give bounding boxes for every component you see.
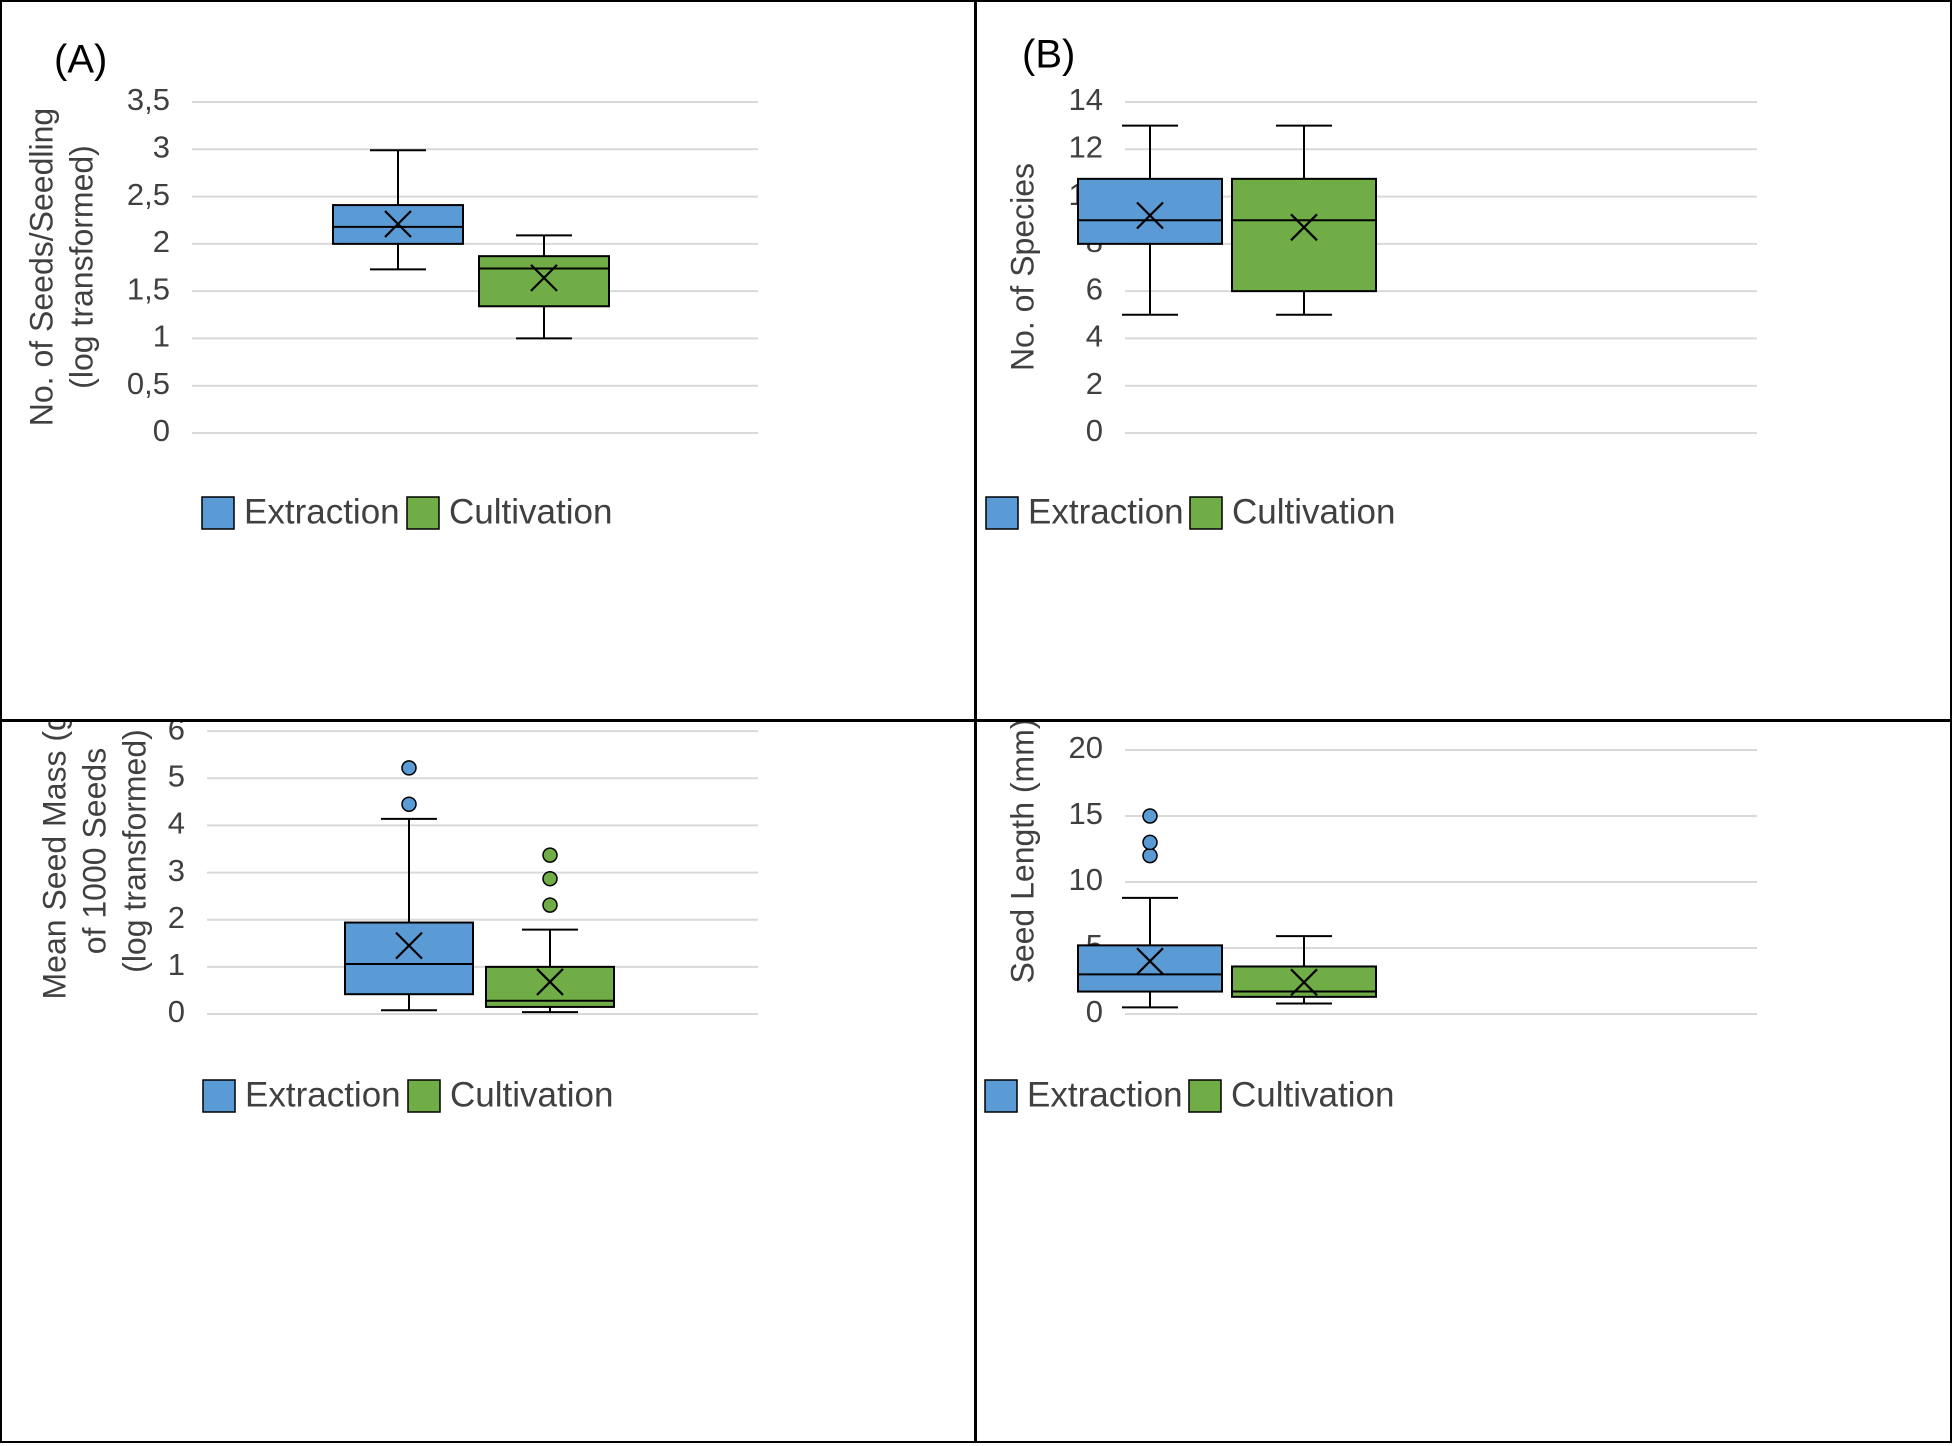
mean-marker-stroke [536,968,564,996]
mean-marker-stroke [395,931,423,960]
box-cultivation [1231,935,1377,1005]
legend-swatch-extraction [202,1079,236,1113]
legend-label-cultivation: Cultivation [1231,1075,1394,1114]
box-iqr [1077,944,1223,993]
box-iqr [1077,177,1223,245]
box-iqr [344,921,474,996]
y-axis-label: (log transformed) [63,145,99,389]
outlier-point [401,796,417,812]
y-tick-label: 2 [1086,366,1103,401]
y-tick-label: 0 [1086,413,1103,448]
chart-d: (D)0510152025Seed Length (mm)ExtractionC… [984,606,1757,1114]
y-tick-label: 14 [1069,82,1103,117]
y-tick-label: 1 [153,319,170,354]
y-tick-label: 3 [168,853,185,888]
mean-marker [1136,947,1164,975]
y-tick-label: 4 [168,806,185,841]
y-axis-label: No. of Seeds/Seedling [23,108,59,426]
y-tick-label: 0,5 [127,366,170,401]
y-tick-label: 1,5 [127,271,170,306]
y-axis-label: of 1000 Seeds [76,748,112,954]
panel-label: (B) [1022,33,1075,77]
y-axis-label: Mean Seed Mass (g) [36,722,72,1000]
legend-swatch-cultivation [406,496,440,530]
y-tick-label: 0 [153,413,170,448]
mean-marker-stroke [1290,968,1318,997]
box-cultivation [478,234,610,340]
legend-label-extraction: Extraction [1028,492,1184,531]
y-tick-label: 2,5 [127,177,170,212]
mean-marker-stroke [1290,213,1318,242]
y-tick-label: 20 [1069,730,1103,765]
legend-swatch-extraction [201,496,235,530]
legend-swatch-extraction [985,496,1019,530]
mean-marker [1290,213,1318,242]
outlier-point [1142,808,1158,824]
box-extraction [1077,124,1223,316]
y-tick-label: 6 [168,722,185,746]
mean-marker [1136,201,1164,230]
legend-label-cultivation: Cultivation [450,1075,613,1114]
chart-c: (C)01234567Mean Seed Mass (g)of 1000 See… [36,606,758,1114]
mean-marker-stroke [530,264,558,292]
y-tick-label: 2 [168,900,185,935]
chart-a: (A) 0 0,5 1 1,5 2 2,5 3 3,5 No. of Seeds/Seedling… [23,38,758,531]
y-tick-label: 10 [1069,862,1103,897]
box-cultivation [1231,124,1377,316]
outlier-point [542,847,558,863]
outlier-point [401,760,417,776]
y-tick-label: 2 [153,224,170,259]
mean-marker [395,931,423,960]
legend-label-extraction: Extraction [245,1075,401,1114]
y-tick-label: 3,5 [127,82,170,117]
y-tick-label: 3 [153,129,170,164]
legend-swatch-cultivation [407,1079,441,1113]
y-axis-label: (log transformed) [116,729,152,973]
panel-a: (A) 0 0,5 1 1,5 2 2,5 3 3,5 No. of Seeds/Seedling… [2,2,974,719]
y-tick-label: 1 [168,947,185,982]
legend-swatch-cultivation [1189,496,1223,530]
legend-label-extraction: Extraction [244,492,400,531]
y-tick-label: 0 [1086,994,1103,1029]
mean-marker [536,968,564,996]
box-iqr [1231,177,1377,293]
legend-label-extraction: Extraction [1027,1075,1183,1114]
legend-label-cultivation: Cultivation [449,492,612,531]
legend-label-cultivation: Cultivation [1232,492,1395,531]
outlier-point [542,870,558,887]
legend-swatch-cultivation [1188,1079,1222,1113]
mean-marker [530,264,558,292]
outlier-point [1142,834,1158,851]
mean-marker [384,210,412,238]
y-tick-label: 5 [168,758,185,793]
panel-b: (B)02468101214No. of SpeciesExtractionCu… [977,2,1950,719]
outlier-point [542,897,558,913]
box-extraction [332,149,464,271]
y-tick-label: 4 [1086,319,1103,354]
mean-marker-stroke [1136,947,1164,975]
panel-d: (D)0510152025Seed Length (mm)ExtractionC… [977,606,1950,1441]
mean-marker-stroke [1136,201,1164,230]
frame-horizontal-divider [0,719,1952,722]
y-axis-label: Seed Length (mm) [1004,722,1040,984]
chart-b: (B)02468101214No. of SpeciesExtractionCu… [985,33,1757,531]
box-iqr [478,255,610,308]
legend-swatch-extraction [984,1079,1018,1113]
mean-marker [1290,968,1318,997]
mean-marker-stroke [384,210,412,238]
y-tick-label: 6 [1086,271,1103,306]
y-axis-label: No. of Species [1004,163,1040,371]
y-tick-label: 15 [1069,796,1103,831]
box-cultivation [485,847,615,1014]
y-tick-label: 0 [168,994,185,1029]
box-extraction [344,696,474,1012]
panel-c: (C)01234567Mean Seed Mass (g)of 1000 See… [2,606,974,1441]
panel-label: (A) [54,38,107,82]
outlier-point [1142,847,1158,864]
y-tick-label: 12 [1069,129,1103,164]
